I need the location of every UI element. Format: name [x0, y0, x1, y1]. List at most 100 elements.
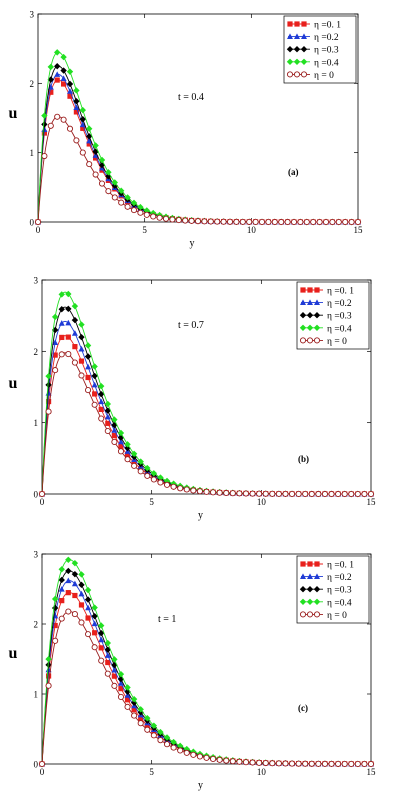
data-point	[354, 218, 362, 226]
data-point	[188, 217, 195, 224]
legend-marker	[306, 324, 314, 331]
data-point	[104, 427, 111, 435]
data-point	[177, 747, 184, 754]
data-point	[118, 187, 125, 194]
data-point	[290, 218, 298, 226]
data-point	[236, 490, 243, 497]
series-line	[41, 352, 371, 495]
data-point	[105, 659, 111, 666]
y-tick-label: 3	[34, 550, 39, 560]
data-point	[92, 630, 98, 636]
data-point	[54, 77, 60, 83]
x-tick-label: 10	[257, 767, 267, 777]
data-point	[58, 306, 65, 313]
data-point	[130, 207, 138, 214]
x-tick-label: 0	[40, 767, 45, 777]
legend-marker	[299, 611, 307, 618]
legend-marker	[300, 299, 306, 305]
data-point	[98, 382, 105, 390]
data-point	[262, 490, 269, 497]
data-point	[92, 152, 99, 158]
data-point	[236, 758, 243, 765]
data-point	[348, 218, 355, 226]
data-point	[163, 734, 171, 741]
data-point	[308, 760, 315, 767]
data-point	[54, 113, 61, 120]
data-point	[58, 351, 65, 358]
data-point	[45, 661, 52, 669]
data-point	[73, 109, 79, 115]
legend-marker	[293, 58, 301, 65]
data-point	[131, 712, 138, 719]
data-point	[92, 142, 99, 149]
legend-item-0: η =0. 1	[300, 287, 354, 297]
data-point	[65, 590, 71, 596]
data-point	[47, 76, 54, 83]
data-point	[321, 490, 328, 498]
data-point	[91, 620, 98, 627]
data-point	[169, 216, 176, 223]
series-line	[41, 610, 371, 765]
series-4	[38, 351, 375, 498]
data-point	[41, 121, 48, 128]
data-point	[367, 490, 375, 498]
data-point	[78, 372, 85, 379]
legend-item-3: η =0.4	[286, 58, 339, 68]
data-point	[34, 218, 42, 226]
data-point	[275, 490, 282, 497]
data-point	[45, 398, 52, 405]
data-point	[86, 137, 93, 144]
plot-frame	[41, 553, 372, 765]
y-tick-label: 3	[30, 10, 35, 20]
y-tick-label: 0	[34, 490, 39, 500]
data-point	[348, 490, 355, 498]
legend-label: η =0. 1	[327, 287, 354, 297]
data-point	[111, 438, 118, 445]
data-point	[78, 321, 85, 328]
data-point	[65, 351, 72, 358]
data-point	[98, 636, 105, 643]
data-point	[295, 490, 302, 497]
data-point	[249, 490, 256, 497]
legend-marker	[293, 71, 301, 78]
data-point	[229, 490, 236, 497]
data-point	[367, 760, 375, 768]
data-point	[65, 305, 72, 313]
data-point	[308, 490, 315, 498]
data-point	[65, 608, 72, 615]
data-point	[71, 580, 78, 587]
data-point	[117, 670, 125, 678]
data-point	[194, 218, 202, 225]
data-point	[157, 474, 164, 481]
data-point	[157, 737, 164, 744]
data-point	[335, 218, 342, 226]
data-point	[65, 290, 72, 298]
data-point	[118, 686, 124, 692]
data-point	[38, 490, 46, 498]
data-point	[85, 631, 92, 638]
y-tick-label: 0	[30, 218, 35, 228]
legend-marker	[306, 611, 314, 618]
legend-marker	[301, 21, 307, 27]
data-point	[137, 468, 144, 475]
data-point	[275, 760, 282, 767]
legend-label: η =0. 1	[314, 21, 341, 31]
data-point	[288, 760, 296, 767]
data-point	[54, 63, 61, 70]
data-point	[233, 218, 240, 225]
data-point	[98, 657, 105, 664]
data-point	[220, 218, 227, 225]
legend-marker	[287, 33, 293, 39]
data-point	[91, 372, 98, 380]
data-point	[65, 556, 72, 563]
legend-marker	[314, 287, 320, 293]
data-point	[117, 438, 124, 445]
y-tick-label: 0	[34, 760, 39, 770]
data-point	[52, 622, 58, 629]
legend-marker	[300, 573, 306, 579]
legend-marker	[286, 58, 294, 65]
data-point	[354, 490, 361, 498]
data-point	[52, 637, 59, 644]
legend-label: η =0. 1	[327, 561, 354, 571]
data-point	[163, 481, 171, 488]
